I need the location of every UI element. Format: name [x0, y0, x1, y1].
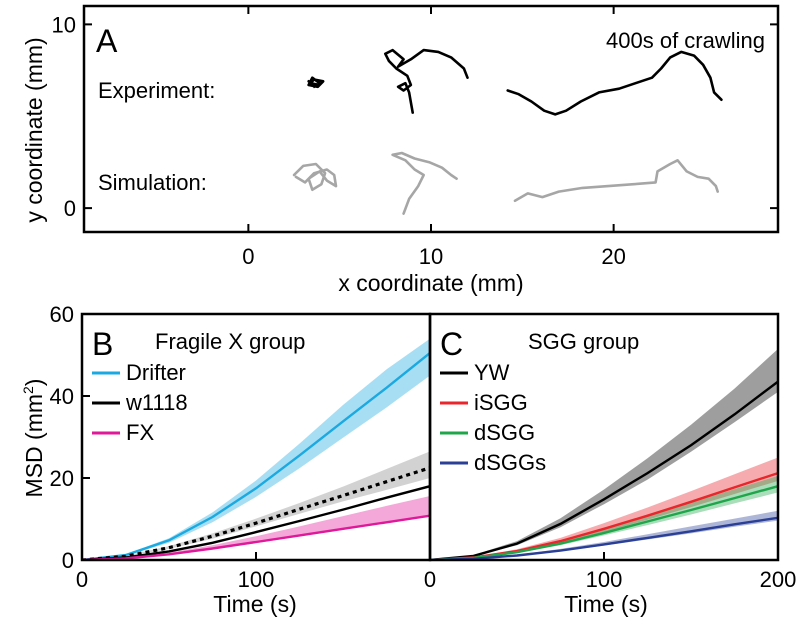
track-experiment-3	[506, 50, 723, 116]
x-tick-label: 20	[601, 244, 625, 269]
axis-ticks-a: 0 10 20 0 10	[52, 6, 778, 269]
track-simulation-2	[391, 151, 458, 215]
plot-area	[82, 338, 430, 560]
legend-c: YW iSGG dSGG dSGGs	[440, 360, 546, 475]
panel-b-ylabel-end: )	[21, 379, 47, 387]
series-line-dsggs	[430, 516, 778, 560]
panel-c-xlabel: Time (s)	[564, 591, 647, 617]
panel-b-ylabel-main: MSD (mm	[21, 394, 47, 497]
panel-b-label: B	[92, 326, 113, 362]
y-tick-label: 40	[50, 384, 74, 409]
track-experiment-2	[384, 48, 469, 114]
y-tick-label: 60	[50, 302, 74, 327]
panel-c: 0 100 200 C SGG group YW iSGG dSGG dSGGs Time…	[424, 312, 796, 617]
axis-ticks-c: 0 100 200	[424, 552, 796, 592]
plot-area	[430, 348, 778, 560]
track-experiment-1	[307, 76, 325, 89]
panel-a: A 400s of crawling Experiment: Simulatio…	[21, 4, 780, 296]
series-line-fx	[82, 514, 430, 560]
panel-b-plot	[82, 338, 430, 560]
x-tick-label: 100	[238, 567, 275, 592]
legend-label: dSGGs	[474, 450, 546, 475]
series-line-yw	[430, 380, 778, 560]
x-tick-label: 0	[242, 244, 254, 269]
panel-b-ylabel: MSD (mm2)	[20, 379, 47, 498]
x-tick-label: 200	[760, 567, 797, 592]
legend-label: Drifter	[126, 360, 186, 385]
legend-label: YW	[474, 360, 510, 385]
legend-label: iSGG	[474, 390, 528, 415]
y-tick-label: 20	[50, 466, 74, 491]
series-line-w1118	[82, 485, 430, 560]
row-label-simulation: Simulation:	[98, 170, 207, 195]
x-tick-label: 10	[419, 244, 443, 269]
panel-b-title: Fragile X group	[155, 329, 305, 354]
x-tick-label: 0	[76, 567, 88, 592]
panel-b-xlabel: Time (s)	[213, 591, 296, 617]
panel-a-label: A	[96, 23, 118, 59]
legend-label: w1118	[125, 390, 188, 415]
band-fx	[82, 496, 430, 560]
band-w1118-sim	[82, 451, 430, 560]
y-tick-label: 10	[52, 12, 76, 37]
legend-label: dSGG	[474, 420, 535, 445]
track-simulation-3	[513, 159, 719, 203]
panel-c-plot	[430, 348, 778, 560]
y-tick-label: 0	[62, 548, 74, 573]
panel-a-xlabel: x coordinate (mm)	[338, 270, 523, 296]
track-group	[292, 48, 723, 215]
panel-c-label: C	[440, 326, 463, 362]
row-label-experiment: Experiment:	[98, 78, 215, 103]
panel-c-title: SGG group	[528, 329, 639, 354]
panel-a-ylabel: y coordinate (mm)	[21, 37, 47, 222]
axis-ticks-b: 0 100 0 20 40 60	[50, 302, 275, 592]
series-line-w1118-sim	[82, 466, 430, 560]
panel-b-ylabel-sup: 2	[20, 386, 36, 394]
series-line-dsgg	[430, 485, 778, 560]
panel-a-annotation: 400s of crawling	[606, 28, 765, 53]
legend-b: Drifter w1118 FX	[92, 360, 188, 445]
track-simulation-1	[292, 162, 338, 191]
legend-label: FX	[126, 420, 154, 445]
series-line-drifter	[82, 351, 430, 560]
x-tick-label: 0	[424, 567, 436, 592]
y-tick-label: 0	[64, 196, 76, 221]
x-tick-label: 100	[586, 567, 623, 592]
panel-b: 0 100 0 20 40 60 B Fragile X group Drifter w11…	[20, 302, 432, 617]
